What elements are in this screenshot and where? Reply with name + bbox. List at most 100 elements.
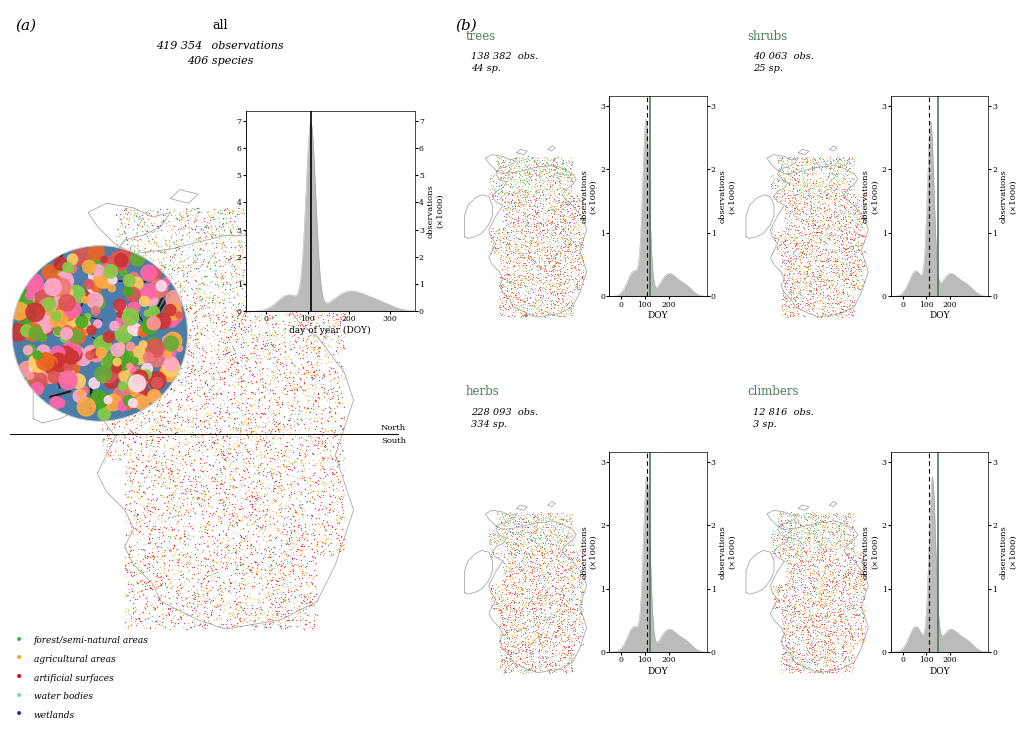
Point: [246, 622, 262, 634]
Point: [552, 216, 568, 228]
Point: [504, 181, 520, 193]
Point: [836, 528, 852, 539]
Point: [190, 588, 207, 600]
Point: [505, 187, 521, 199]
Point: [483, 530, 500, 542]
Point: [798, 548, 814, 559]
Point: [773, 162, 790, 173]
Point: [800, 519, 816, 531]
Point: [837, 210, 853, 222]
Point: [171, 207, 187, 219]
Point: [845, 223, 861, 235]
Point: [246, 293, 262, 305]
Point: [565, 264, 582, 276]
Point: [182, 556, 199, 568]
Point: [251, 252, 267, 264]
Point: [503, 226, 519, 238]
Point: [511, 162, 527, 173]
Point: [519, 556, 536, 568]
Point: [126, 240, 142, 252]
Point: [503, 286, 519, 298]
Point: [521, 174, 538, 186]
Point: [794, 256, 810, 268]
Point: [540, 159, 556, 171]
Point: [569, 268, 586, 280]
Point: [271, 476, 288, 488]
Point: [127, 322, 143, 333]
Point: [517, 515, 534, 527]
Point: [278, 288, 294, 299]
Point: [856, 259, 872, 270]
Point: [251, 328, 267, 340]
Point: [254, 596, 270, 608]
Point: [501, 265, 517, 277]
Point: [846, 226, 862, 238]
Point: [767, 229, 783, 241]
Point: [825, 654, 842, 665]
Point: [263, 232, 280, 244]
Point: [268, 396, 285, 408]
Point: [541, 209, 557, 221]
Point: [790, 179, 806, 191]
Point: [172, 603, 188, 615]
Point: [552, 241, 568, 253]
Point: [563, 664, 580, 676]
Point: [530, 645, 547, 657]
Point: [269, 231, 286, 243]
Point: [202, 617, 218, 629]
Point: [332, 539, 348, 551]
Point: [170, 323, 186, 335]
Point: [335, 491, 351, 503]
Point: [282, 295, 298, 307]
Point: [204, 385, 220, 396]
Point: [853, 619, 869, 631]
Point: [825, 288, 842, 300]
Point: [141, 333, 158, 345]
Point: [804, 155, 820, 167]
Point: [151, 431, 167, 443]
Point: [556, 513, 572, 525]
Point: [801, 228, 817, 240]
Point: [136, 247, 153, 259]
Point: [836, 245, 852, 257]
Point: [329, 498, 345, 510]
Point: [559, 269, 575, 281]
Point: [841, 629, 857, 641]
Point: [810, 546, 826, 558]
Point: [524, 182, 541, 193]
Point: [824, 595, 841, 607]
Point: [826, 247, 843, 259]
Point: [183, 479, 200, 491]
Point: [796, 634, 812, 646]
Point: [563, 199, 580, 211]
Point: [534, 582, 550, 594]
Point: [523, 534, 540, 545]
Point: [117, 479, 133, 491]
Point: [140, 449, 157, 461]
Point: [506, 271, 522, 283]
Point: [271, 432, 288, 444]
Point: [827, 170, 844, 182]
Point: [806, 534, 822, 545]
Point: [786, 549, 803, 561]
Point: [222, 458, 239, 470]
Point: [210, 448, 226, 460]
Point: [526, 602, 543, 614]
Point: [808, 526, 824, 538]
Point: [848, 574, 864, 586]
Point: [544, 260, 560, 272]
Point: [310, 436, 327, 448]
Point: [506, 271, 522, 283]
Point: [207, 299, 223, 311]
Point: [278, 451, 294, 462]
Point: [567, 567, 584, 579]
Point: [835, 629, 851, 641]
Point: [228, 366, 245, 378]
Point: [538, 183, 554, 195]
Point: [805, 559, 821, 571]
Point: [179, 399, 196, 411]
Point: [244, 562, 260, 574]
Point: [524, 595, 541, 607]
Point: [507, 643, 523, 655]
Point: [525, 165, 542, 176]
